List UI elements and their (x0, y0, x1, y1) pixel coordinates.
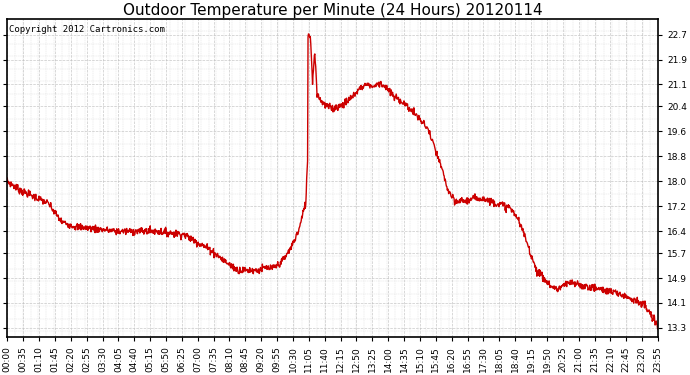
Text: Copyright 2012 Cartronics.com: Copyright 2012 Cartronics.com (8, 25, 164, 34)
Title: Outdoor Temperature per Minute (24 Hours) 20120114: Outdoor Temperature per Minute (24 Hours… (123, 3, 542, 18)
